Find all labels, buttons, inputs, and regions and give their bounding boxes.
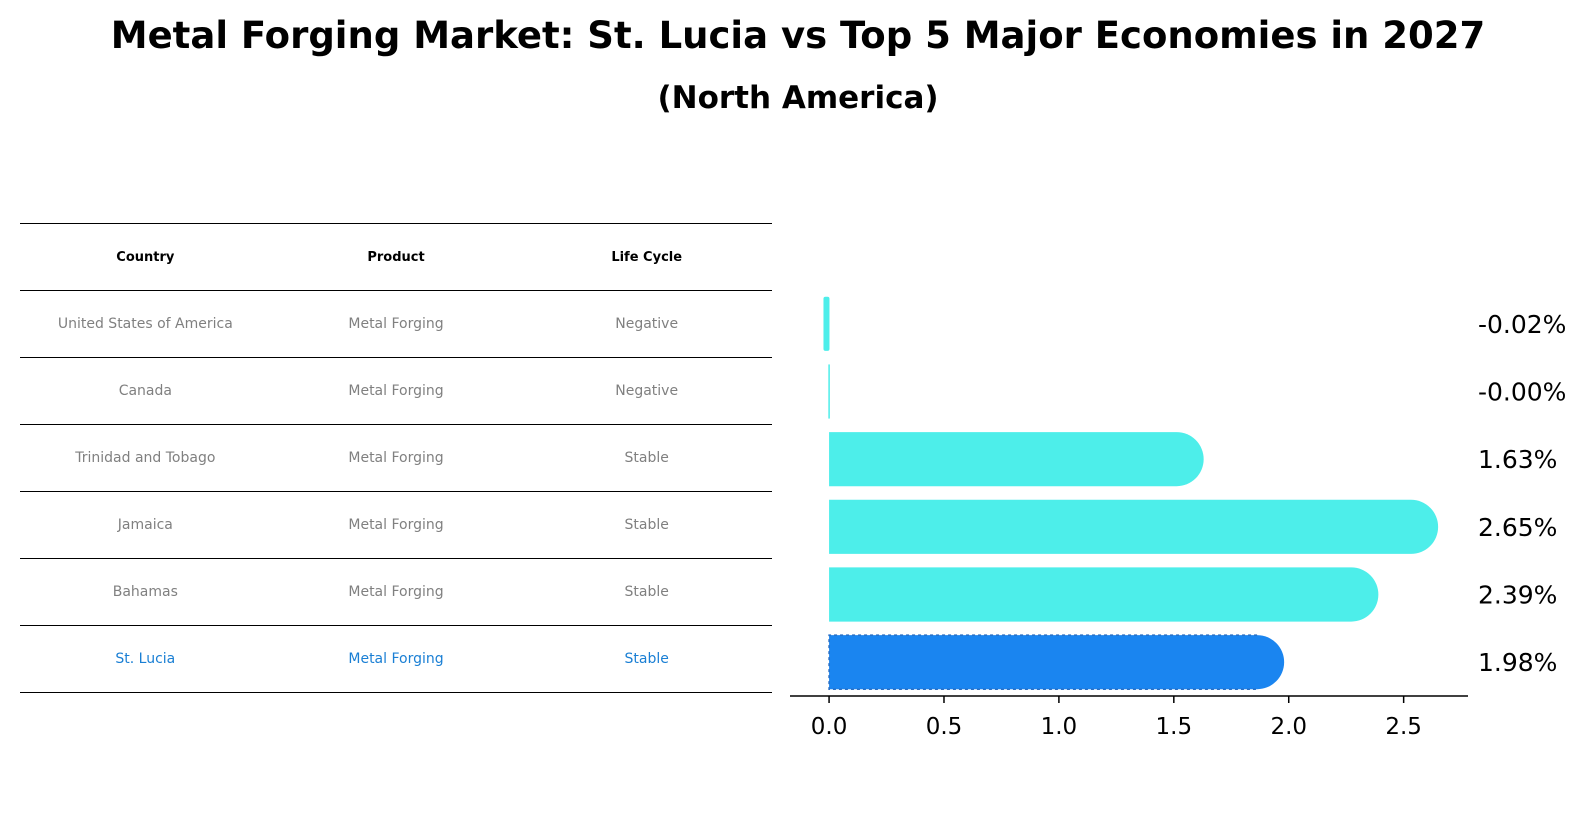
table-header-cell: Product [367,249,425,265]
table-row: Canada Metal Forging Negative [20,357,772,424]
table-header-cell: Country [116,249,175,265]
table-cell: Metal Forging [348,651,444,667]
table-cell: Negative [615,383,679,399]
chart-title: Metal Forging Market: St. Lucia vs Top 5… [110,14,1486,57]
table-cell: Stable [624,450,669,466]
table-cell: St. Lucia [115,651,176,667]
table-row: Jamaica Metal Forging Stable [20,491,772,558]
table-cell: Jamaica [117,517,173,533]
table-row: Trinidad and Tobago Metal Forging Stable [20,424,772,491]
table-row: St. Lucia Metal Forging Stable [20,625,772,693]
bar [829,567,1379,622]
x-tick-label: 0.5 [926,714,963,740]
chart-subtitle: (North America) [657,80,939,116]
data-label: 2.39% [1478,581,1557,610]
table-cell: Metal Forging [348,316,444,332]
data-label: 2.65% [1478,513,1557,542]
table-cell: Stable [624,517,669,533]
bar [828,364,830,419]
bar [829,499,1439,554]
table-row: United States of America Metal Forging Neg… [20,290,772,357]
x-tick-label: 1.5 [1156,714,1193,740]
table-cell: Metal Forging [348,383,444,399]
table-cell: Stable [624,651,669,667]
table-cell: Trinidad and Tobago [75,450,216,466]
bar [829,635,1285,690]
table-cell: Metal Forging [348,517,444,533]
data-label: 1.98% [1478,648,1557,677]
table-cell: Canada [118,383,172,399]
table-cell: United States of America [57,316,233,332]
table-cell: Stable [624,584,669,600]
table-cell: Metal Forging [348,450,444,466]
x-tick-label: 0.0 [811,714,848,740]
bar [823,296,830,351]
table-header-cell: Life Cycle [611,249,683,265]
table-cell: Bahamas [112,584,178,600]
x-tick-label: 2.0 [1270,714,1307,740]
data-label: -0.02% [1478,310,1566,339]
x-tick-label: 2.5 [1385,714,1422,740]
x-tick-label: 1.0 [1041,714,1078,740]
data-table: Country Product Life Cycle United States of… [20,223,772,693]
bar-highlight-outline [828,634,1258,690]
bar [829,432,1204,487]
data-label: 1.63% [1478,445,1557,474]
table-cell: Negative [615,316,679,332]
table-header-row: Country Product Life Cycle [20,223,772,290]
data-label: -0.00% [1478,378,1566,407]
table-row: Bahamas Metal Forging Stable [20,558,772,625]
table-cell: Metal Forging [348,584,444,600]
